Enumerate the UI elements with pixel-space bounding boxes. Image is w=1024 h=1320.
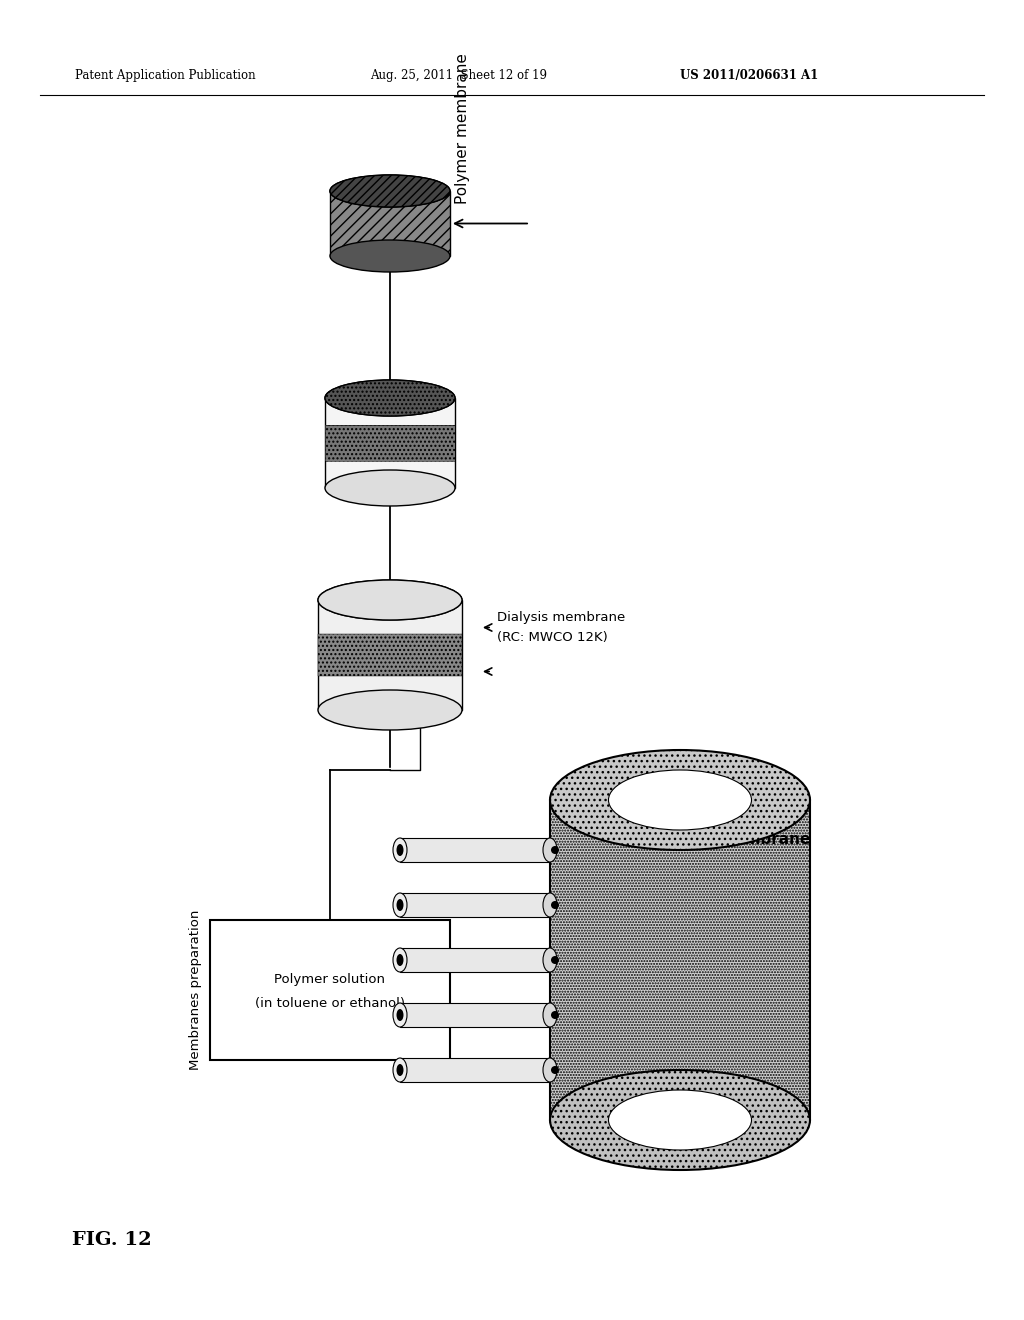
Text: (in toluene or ethanol): (in toluene or ethanol) — [255, 998, 406, 1011]
FancyBboxPatch shape — [400, 894, 550, 917]
Text: Polymer solution: Polymer solution — [274, 974, 385, 986]
Ellipse shape — [393, 838, 407, 862]
Text: (RC: MWCO 12K): (RC: MWCO 12K) — [497, 631, 608, 644]
Ellipse shape — [318, 579, 462, 620]
Ellipse shape — [325, 380, 455, 416]
FancyBboxPatch shape — [400, 1003, 550, 1027]
Ellipse shape — [396, 843, 403, 855]
Ellipse shape — [393, 948, 407, 972]
Text: US 2011/0206631 A1: US 2011/0206631 A1 — [680, 69, 818, 82]
Ellipse shape — [393, 1059, 407, 1082]
Ellipse shape — [325, 380, 455, 416]
Ellipse shape — [543, 894, 557, 917]
Ellipse shape — [551, 902, 559, 909]
Ellipse shape — [330, 240, 450, 272]
Ellipse shape — [550, 1071, 810, 1170]
Text: Acceptor: lactose: Acceptor: lactose — [655, 774, 775, 787]
FancyBboxPatch shape — [325, 425, 455, 461]
FancyBboxPatch shape — [325, 399, 455, 488]
Ellipse shape — [330, 176, 450, 207]
Ellipse shape — [551, 1011, 559, 1019]
Text: Membranes preparation: Membranes preparation — [189, 909, 202, 1071]
Ellipse shape — [318, 579, 462, 620]
Text: Membrane: Membrane — [720, 833, 811, 847]
Ellipse shape — [393, 1003, 407, 1027]
Text: Polymer membrane: Polymer membrane — [455, 53, 470, 203]
FancyBboxPatch shape — [210, 920, 450, 1060]
Ellipse shape — [396, 1008, 403, 1020]
Ellipse shape — [550, 750, 810, 850]
Ellipse shape — [318, 690, 462, 730]
Ellipse shape — [393, 894, 407, 917]
Ellipse shape — [396, 954, 403, 966]
FancyBboxPatch shape — [318, 601, 462, 710]
Ellipse shape — [543, 948, 557, 972]
Ellipse shape — [551, 956, 559, 964]
Ellipse shape — [325, 470, 455, 506]
FancyBboxPatch shape — [318, 634, 462, 676]
Ellipse shape — [551, 846, 559, 854]
Text: Dialysis membrane: Dialysis membrane — [497, 610, 626, 623]
FancyBboxPatch shape — [550, 800, 810, 1119]
Ellipse shape — [396, 1064, 403, 1076]
FancyBboxPatch shape — [400, 838, 550, 862]
Text: Patent Application Publication: Patent Application Publication — [75, 69, 256, 82]
FancyBboxPatch shape — [400, 1059, 550, 1082]
Ellipse shape — [543, 1059, 557, 1082]
FancyBboxPatch shape — [400, 948, 550, 972]
Ellipse shape — [608, 1090, 752, 1150]
Ellipse shape — [608, 770, 752, 830]
Ellipse shape — [396, 899, 403, 911]
Text: FIG. 12: FIG. 12 — [72, 1232, 152, 1249]
Ellipse shape — [330, 176, 450, 207]
Ellipse shape — [543, 838, 557, 862]
Ellipse shape — [543, 1003, 557, 1027]
Text: Aug. 25, 2011  Sheet 12 of 19: Aug. 25, 2011 Sheet 12 of 19 — [370, 69, 547, 82]
Ellipse shape — [551, 1067, 559, 1074]
FancyBboxPatch shape — [330, 191, 450, 256]
